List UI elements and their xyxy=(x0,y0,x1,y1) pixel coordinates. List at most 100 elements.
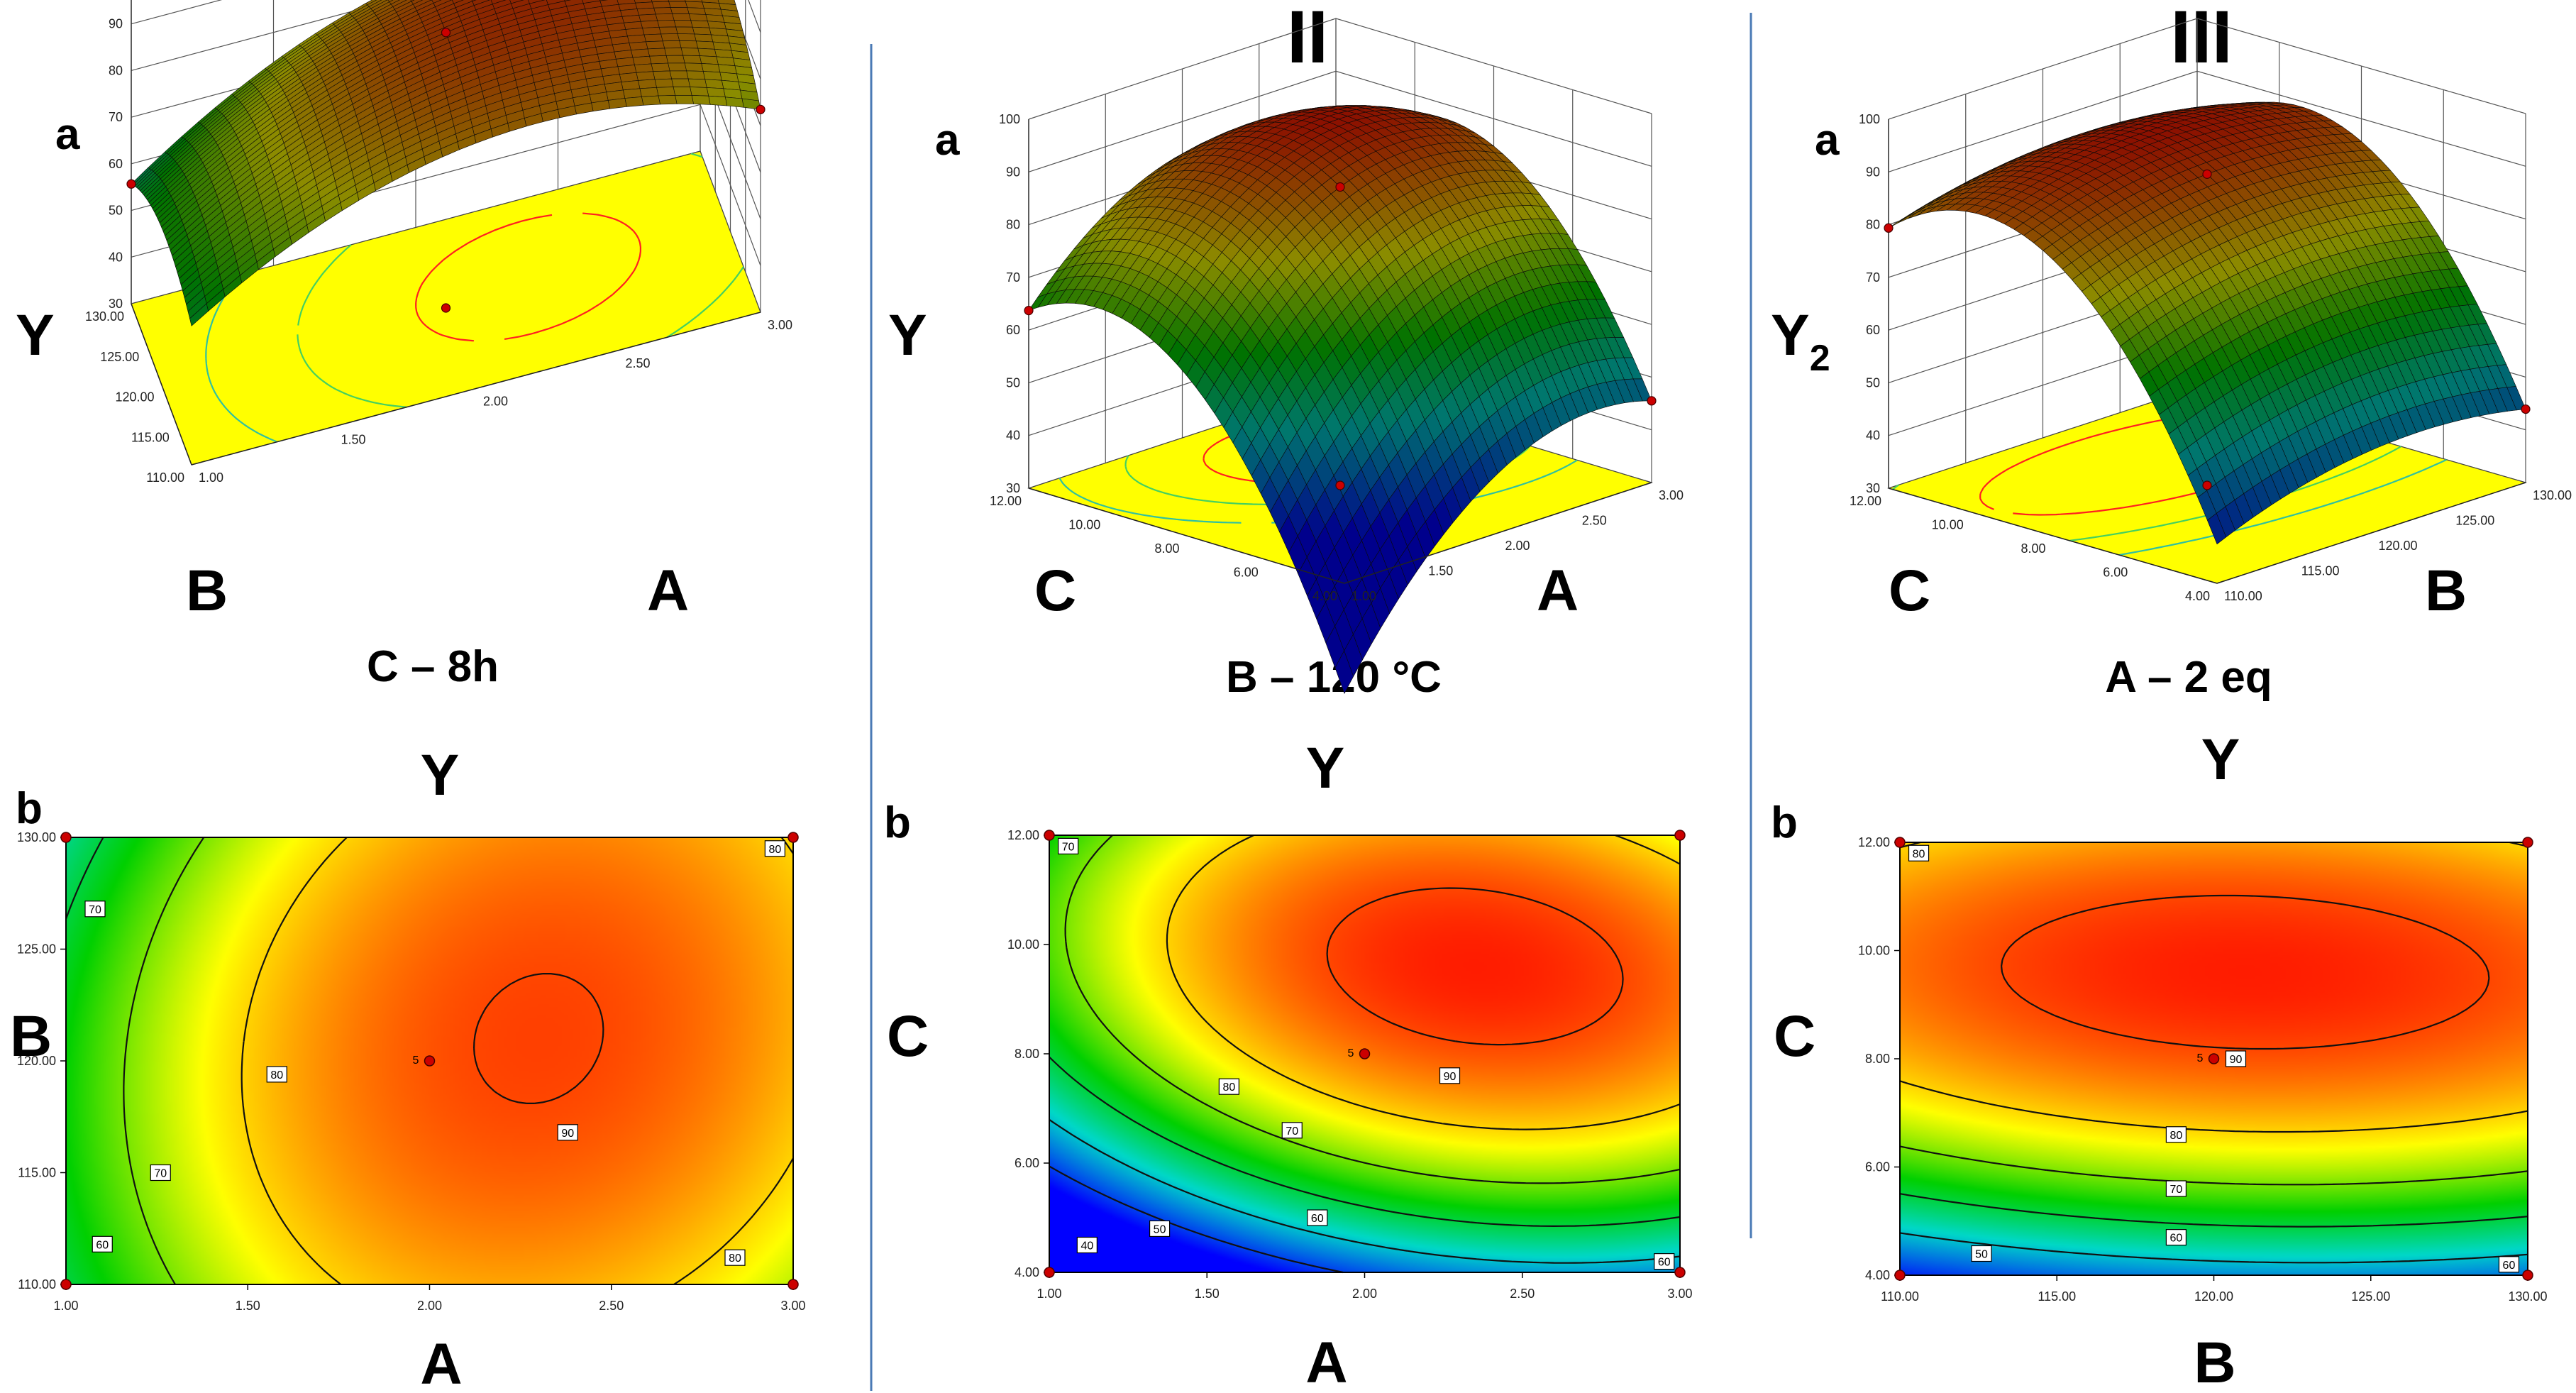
contour-line-70 xyxy=(1899,1145,2528,1186)
z-tick-label: 70 xyxy=(1866,270,1880,285)
contour-label-box xyxy=(724,1249,746,1266)
surface-facet xyxy=(636,7,656,16)
contour-line-80 xyxy=(1899,841,2528,1133)
surface-y-tick-label: 6.00 xyxy=(2103,566,2128,580)
z-tick-label: 70 xyxy=(109,110,123,124)
surface-x-tick-label: 115.00 xyxy=(2301,564,2340,578)
surface-y-tick-label: 115.00 xyxy=(131,430,170,444)
z-tick-label: 50 xyxy=(1866,375,1880,390)
surface-facet xyxy=(669,70,689,79)
surface-y-tick-label: 125.00 xyxy=(100,350,139,364)
surface-facet xyxy=(632,55,652,65)
surface-facet xyxy=(653,7,673,15)
contour-label-box xyxy=(2165,1229,2187,1246)
floor-contour-70 xyxy=(2118,458,2448,556)
contour-level-label: 50 xyxy=(1154,1223,1166,1235)
center-point-count: 5 xyxy=(2197,1052,2204,1064)
subpanel-label-IIa: a xyxy=(935,116,960,165)
design-point-floor xyxy=(2202,480,2212,490)
contour-x-tick-label: 3.00 xyxy=(780,1299,805,1313)
contour-level-label: 70 xyxy=(1062,841,1075,853)
surface-facet xyxy=(651,62,670,72)
contour-level-label: 60 xyxy=(1311,1213,1324,1225)
contour-line-80 xyxy=(241,837,794,1285)
z-tick-label: 80 xyxy=(1006,218,1020,232)
contour-y-axis-name-I: B xyxy=(10,1004,52,1069)
subpanel-label-IIIa: a xyxy=(1815,116,1840,165)
contour-title-II: Y xyxy=(1306,736,1345,800)
surface-facet xyxy=(642,26,661,35)
subpanel-label-IIIb: b xyxy=(1771,798,1798,847)
surface-facet xyxy=(189,303,209,326)
surface-facet xyxy=(675,26,695,35)
contour-y-axis-name-III: C xyxy=(1774,1004,1815,1069)
contour-x-tick-label: 1.00 xyxy=(53,1299,78,1313)
contour-plot-III: 110.00 115.00 120.00 125.00 130.00 4.00 6.00 8.… xyxy=(1858,835,2548,1304)
surface-facet xyxy=(657,20,676,28)
contour-title-I: Y xyxy=(421,743,460,808)
contour-x-tick-label: 2.50 xyxy=(1510,1287,1535,1301)
contour-label-box xyxy=(2165,1126,2187,1143)
surface-facet xyxy=(641,95,660,106)
design-point xyxy=(441,28,451,38)
surface-y-tick-label: 12.00 xyxy=(1850,494,1881,508)
z-tick-label: 50 xyxy=(109,204,123,218)
surface-facet xyxy=(682,55,702,64)
surface-y-axis-name-II: C xyxy=(1034,558,1076,623)
subpanel-label-IIb: b xyxy=(884,798,911,847)
surface-facet xyxy=(1334,650,1354,694)
contour-x-axis-name-I: A xyxy=(420,1332,462,1393)
center-point xyxy=(1359,1048,1371,1059)
surface-facet xyxy=(639,13,658,22)
surface-facet xyxy=(679,40,699,49)
contour-y-tick-label: 130.00 xyxy=(17,830,56,844)
contour-level-label: 90 xyxy=(561,1128,574,1140)
surface-x-tick-label: 125.00 xyxy=(2455,514,2494,528)
z-tick-label: 30 xyxy=(1866,481,1880,495)
surface-facet xyxy=(638,79,657,89)
contour-y-axis-name-II: C xyxy=(887,1004,929,1069)
surface-facet xyxy=(699,55,719,65)
surface-x-tick-label: 1.50 xyxy=(341,432,366,446)
contour-label-box xyxy=(84,901,106,918)
surface-facet xyxy=(664,48,683,56)
contour-label-box xyxy=(150,1164,171,1182)
z-tick-label: 40 xyxy=(1866,429,1880,443)
design-point xyxy=(787,1279,799,1290)
contour-x-tick-label: 1.50 xyxy=(1195,1287,1220,1301)
contour-level-label: 70 xyxy=(2170,1184,2183,1196)
contour-x-tick-label: 1.50 xyxy=(236,1299,260,1313)
contour-x-tick-label: 2.00 xyxy=(417,1299,442,1313)
design-point xyxy=(1335,182,1345,192)
surface-facet xyxy=(647,48,667,57)
surface-facet xyxy=(631,48,650,58)
surface-x-axis-name-II: A xyxy=(1537,558,1579,623)
surface-facet xyxy=(651,1,671,9)
contour-label-box xyxy=(1218,1078,1239,1095)
contour-label-box xyxy=(2498,1256,2520,1273)
design-point-floor xyxy=(441,303,451,313)
surface-y-tick-label: 120.00 xyxy=(115,390,154,404)
contour-y-tick-label: 6.00 xyxy=(1015,1156,1039,1170)
floor-contour-88 xyxy=(415,212,641,342)
design-point xyxy=(2202,169,2212,179)
surface-facet xyxy=(658,26,678,35)
contour-label-box xyxy=(1654,1252,1675,1270)
surface-x-tick-label: 2.00 xyxy=(483,395,508,409)
contour-level-label: 60 xyxy=(1658,1257,1671,1269)
surface-x-axis-name-III: B xyxy=(2425,558,2467,623)
design-point xyxy=(1044,830,1055,841)
contour-level-label: 80 xyxy=(1222,1081,1235,1094)
contour-x-axis-name-III: B xyxy=(2194,1331,2235,1393)
surface-y-tick-label: 4.00 xyxy=(1312,589,1337,603)
surface-facet xyxy=(686,70,706,80)
contour-label-box xyxy=(557,1124,578,1141)
surface-x-tick-label: 3.00 xyxy=(1659,488,1684,502)
surface-y-tick-label: 6.00 xyxy=(1234,566,1259,580)
surface-facet xyxy=(2207,512,2227,545)
design-point xyxy=(2521,404,2531,414)
contour-y-tick-label: 10.00 xyxy=(1007,937,1039,952)
contour-x-tick-label: 3.00 xyxy=(1667,1287,1692,1301)
contour-level-label: 80 xyxy=(270,1069,283,1081)
surface-facet xyxy=(665,55,685,64)
